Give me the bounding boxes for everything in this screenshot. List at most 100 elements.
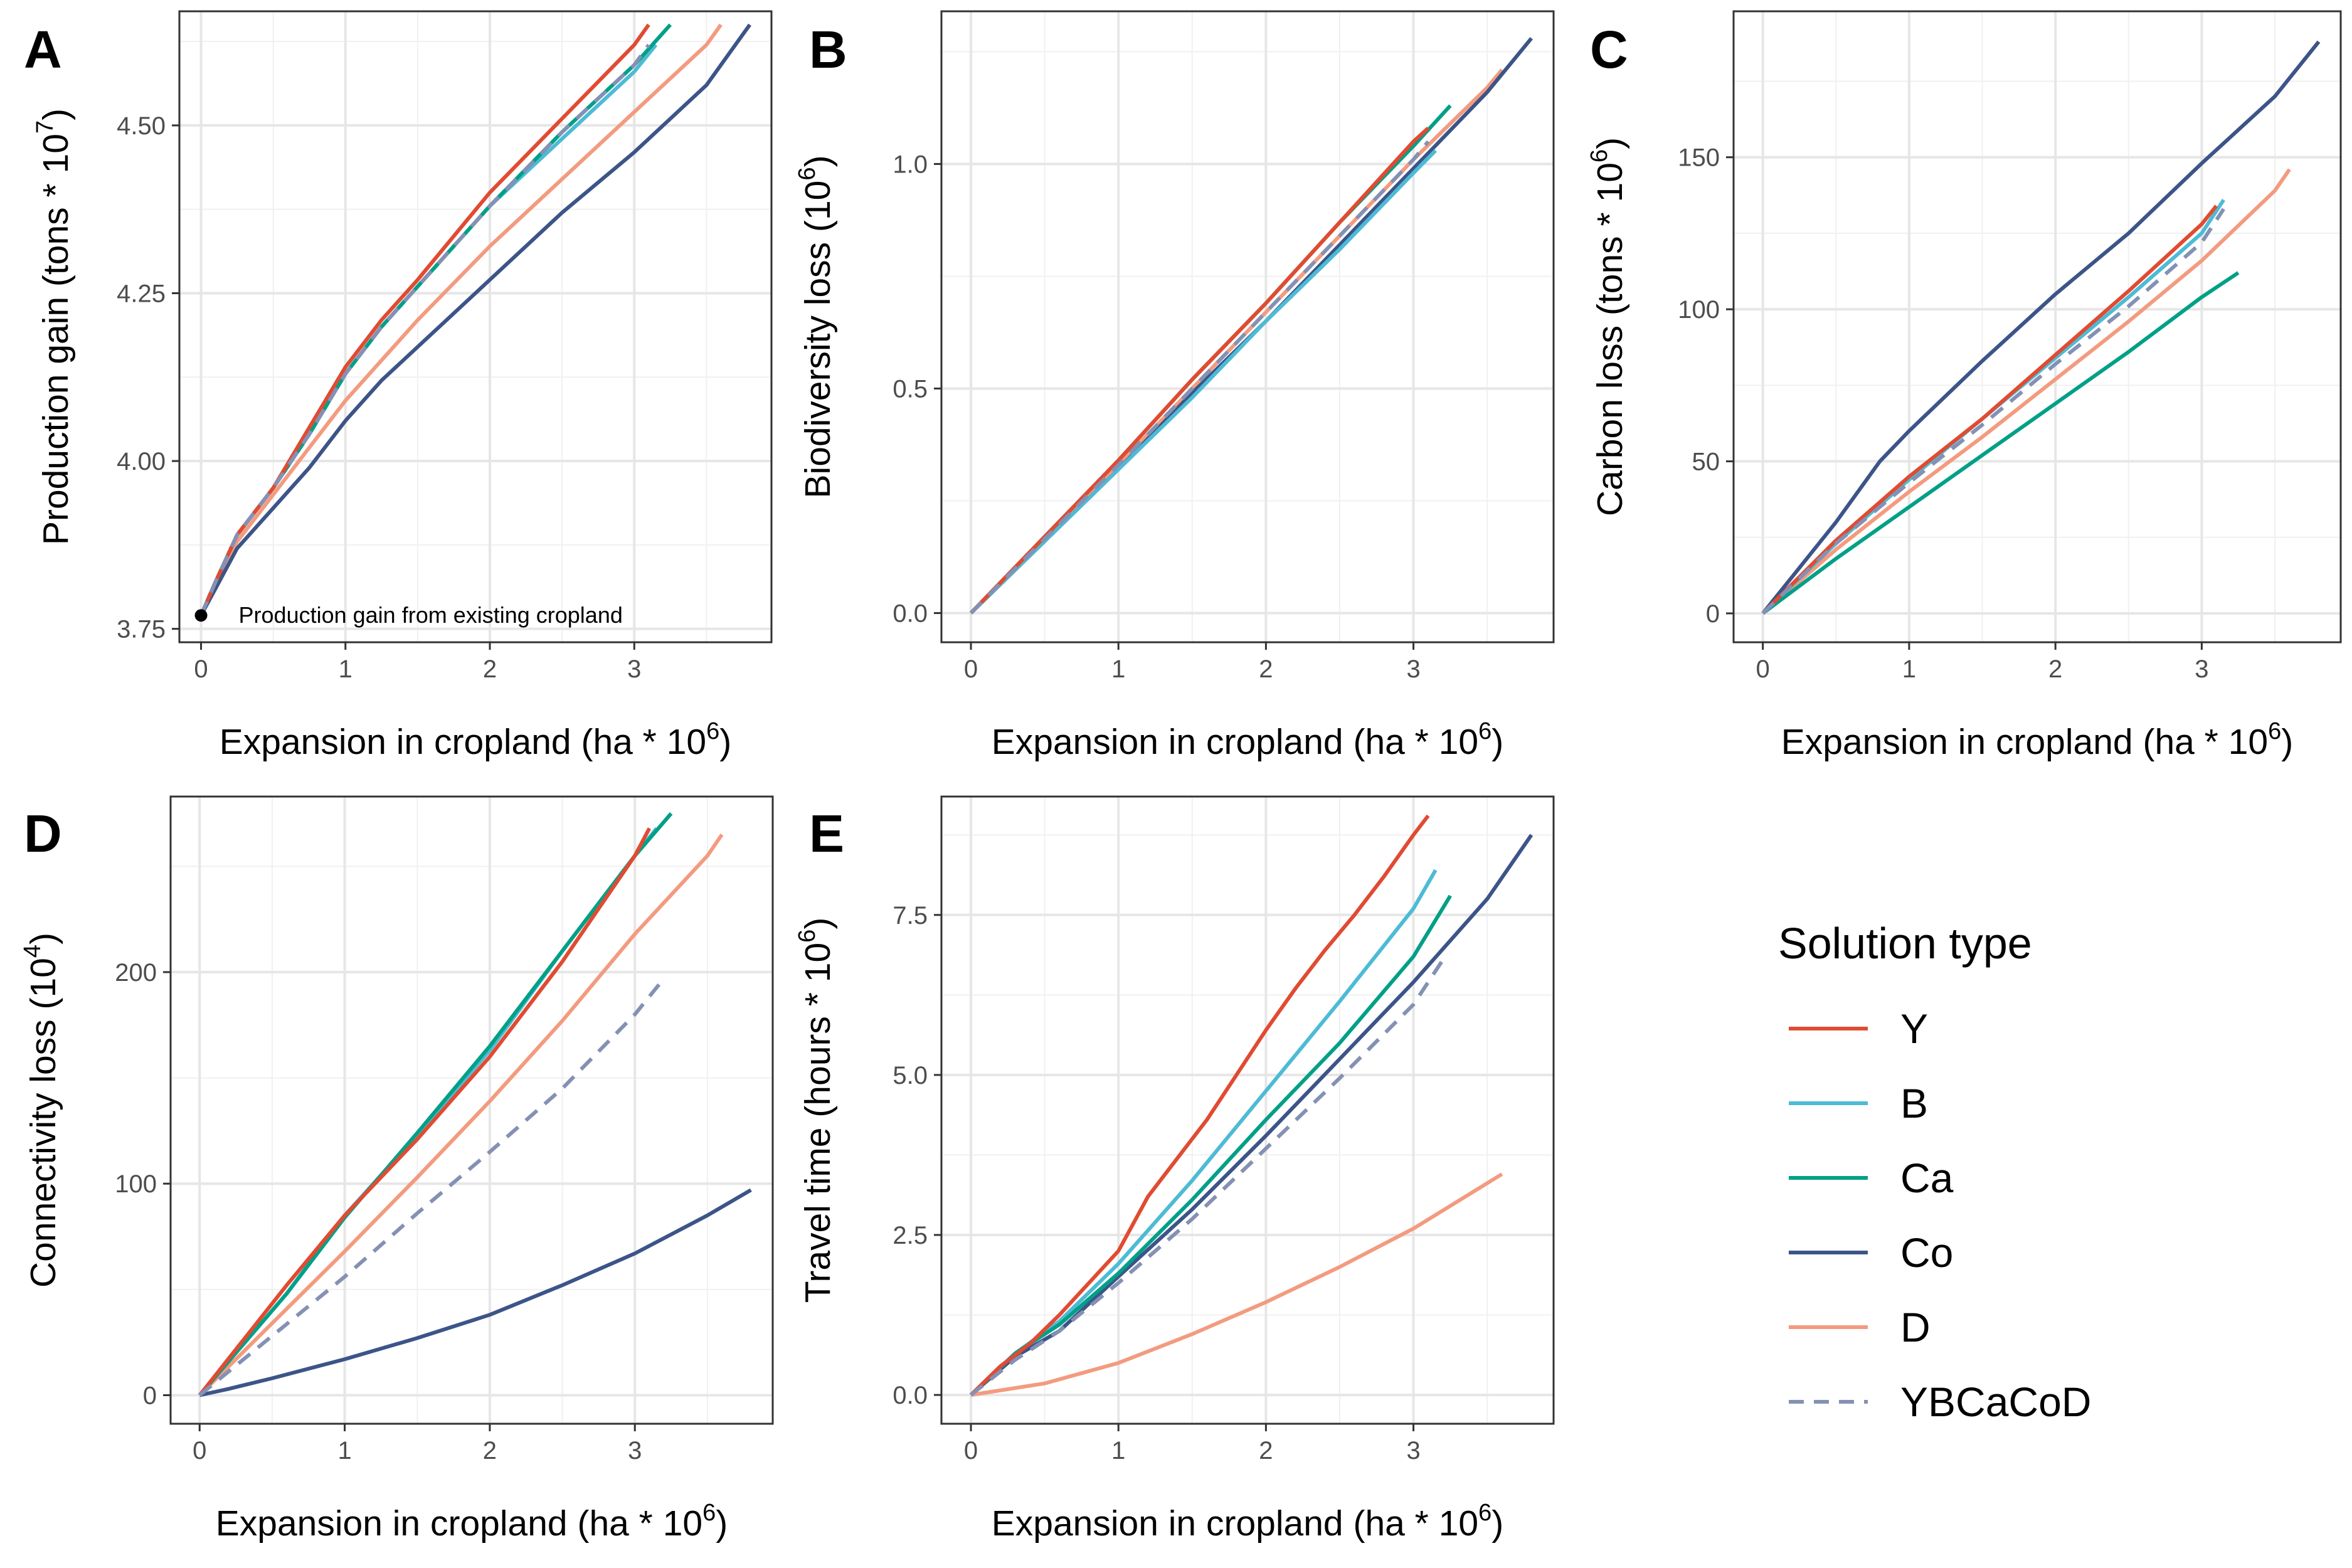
y-tick-label: 150 <box>1678 144 1720 172</box>
x-tick-label: 3 <box>627 655 641 683</box>
y-tick-label: 0.0 <box>893 1382 928 1409</box>
x-tick-label: 1 <box>1111 655 1125 683</box>
y-axis-title-exponent: 4 <box>19 945 46 958</box>
series-line-D <box>198 834 724 1397</box>
panels: Production gain from existing cropland 0 1… <box>19 10 2342 1544</box>
y-tick-label: 2.5 <box>893 1222 928 1249</box>
y-axis-title-text: Biodiversity loss (10 <box>798 181 838 499</box>
y-axis-title-exponent: 7 <box>32 120 58 134</box>
y-tick-label: 3.75 <box>117 616 166 644</box>
series-line-YBCaCoD <box>970 958 1445 1397</box>
y-tick-label: 0.5 <box>893 375 928 403</box>
legend-label: B <box>1900 1080 1928 1126</box>
x-axis-title-tail: ) <box>1491 722 1503 762</box>
panel-tag: D <box>24 804 62 863</box>
x-axis-title-text: Expansion in cropland (ha * 10 <box>992 1503 1478 1544</box>
legend-item-YBCaCoD: YBCaCoD <box>1789 1379 2091 1425</box>
series-line-Ca <box>1761 271 2240 615</box>
series-line-B <box>969 149 1438 615</box>
series-line-YBCaCoD <box>1761 208 2225 615</box>
y-tick-label: 0 <box>1706 600 1720 628</box>
x-tick-label: 3 <box>2195 655 2208 683</box>
y-axis-title-text: Travel time (hours * 10 <box>798 943 838 1303</box>
x-tick-label: 0 <box>1756 655 1770 683</box>
y-axis-title-text: Carbon loss (tons * 10 <box>1590 162 1630 516</box>
annotation-text: Production gain from existing cropland <box>239 602 623 628</box>
x-tick-label: 1 <box>339 655 352 683</box>
x-tick-label: 1 <box>1111 1437 1125 1465</box>
x-tick-label: 0 <box>964 1437 978 1465</box>
y-axis-title: Travel time (hours * 106) <box>794 918 838 1303</box>
y-axis-title-tail: ) <box>23 933 63 945</box>
y-tick-label: 100 <box>115 1170 157 1198</box>
panel-tag: A <box>24 20 62 79</box>
plot-border <box>940 795 1555 1425</box>
y-axis-title-text: Production gain (tons * 10 <box>36 134 76 545</box>
x-tick-label: 2 <box>1259 655 1273 683</box>
y-tick-label: 1.0 <box>893 151 928 178</box>
x-tick-label: 2 <box>1259 1437 1273 1465</box>
x-tick-label: 3 <box>628 1437 642 1465</box>
y-axis-title: Production gain (tons * 107) <box>32 109 76 545</box>
existing-cropland-point <box>194 609 208 622</box>
plot-border <box>1732 10 2342 644</box>
y-axis-title-exponent: 6 <box>1586 149 1613 162</box>
y-axis-title: Carbon loss (tons * 106) <box>1586 137 1630 516</box>
y-tick-label: 200 <box>115 959 157 987</box>
x-tick-label: 0 <box>964 655 978 683</box>
legend-item-B: B <box>1789 1080 1928 1126</box>
x-axis-title: Expansion in cropland (ha * 106) <box>1781 718 2293 762</box>
series-line-Y <box>1761 204 2218 615</box>
y-tick-label: 4.00 <box>117 448 166 475</box>
y-tick-label: 5.0 <box>893 1062 928 1089</box>
x-tick-label: 1 <box>337 1437 351 1465</box>
legend-label: Co <box>1900 1229 1953 1276</box>
series-line-Y <box>969 126 1430 615</box>
x-tick-label: 0 <box>194 655 208 683</box>
series-line-D <box>199 23 723 617</box>
series-line-Y <box>198 827 652 1397</box>
legend-label: Y <box>1900 1005 1928 1052</box>
legend-item-Co: Co <box>1789 1229 1953 1276</box>
y-axis-title-tail: ) <box>36 109 76 120</box>
x-tick-label: 0 <box>193 1437 206 1465</box>
series-line-Ca <box>198 812 673 1397</box>
series-line-YBCaCoD <box>969 140 1430 615</box>
x-axis-title-exponent: 6 <box>706 718 719 744</box>
legend-item-Y: Y <box>1789 1005 1928 1052</box>
y-tick-label: 0.0 <box>893 600 928 627</box>
x-axis-title: Expansion in cropland (ha * 106) <box>992 718 1503 762</box>
x-tick-label: 3 <box>1406 1437 1420 1465</box>
x-axis-title-text: Expansion in cropland (ha * 10 <box>992 722 1478 762</box>
legend-label: Ca <box>1900 1155 1954 1201</box>
plot-background <box>941 797 1554 1424</box>
series-line-Co <box>199 23 751 617</box>
panel-E: 0 1 2 3 0.0 2.5 5.0 7.5 Expansion in cropland (h… <box>794 795 1555 1544</box>
x-tick-label: 2 <box>2048 655 2062 683</box>
y-tick-label: 100 <box>1678 296 1720 324</box>
plot-border <box>178 10 773 644</box>
x-axis-title-tail: ) <box>1491 1503 1503 1544</box>
x-axis-title-tail: ) <box>719 722 731 762</box>
y-axis-title-exponent: 6 <box>794 930 820 943</box>
panel-B: 0 1 2 3 0.0 0.5 1.0 Expansion in cropland (ha *… <box>794 10 1555 762</box>
x-axis-title-exponent: 6 <box>1478 1500 1491 1526</box>
x-axis-title-tail: ) <box>2281 722 2293 762</box>
legend-label: YBCaCoD <box>1900 1379 2091 1425</box>
legend-label: D <box>1900 1304 1931 1350</box>
panel-D: 0 1 2 3 0 100 200 Expansion in cropland (ha * 1… <box>19 795 774 1544</box>
y-axis-title: Connectivity loss (104) <box>19 933 63 1288</box>
legend-title: Solution type <box>1778 919 2032 968</box>
series-line-Co <box>199 1188 752 1397</box>
legend-item-Ca: Ca <box>1789 1155 1954 1201</box>
y-tick-label: 7.5 <box>893 902 928 930</box>
panel-A: Production gain from existing cropland 0 1… <box>24 10 773 762</box>
y-axis-title-tail: ) <box>798 156 838 167</box>
x-axis-title-exponent: 6 <box>702 1500 716 1526</box>
panel-tag: E <box>809 804 844 863</box>
panel-tag: C <box>1590 20 1628 79</box>
y-tick-label: 4.25 <box>117 280 166 307</box>
y-tick-label: 4.50 <box>117 112 166 140</box>
